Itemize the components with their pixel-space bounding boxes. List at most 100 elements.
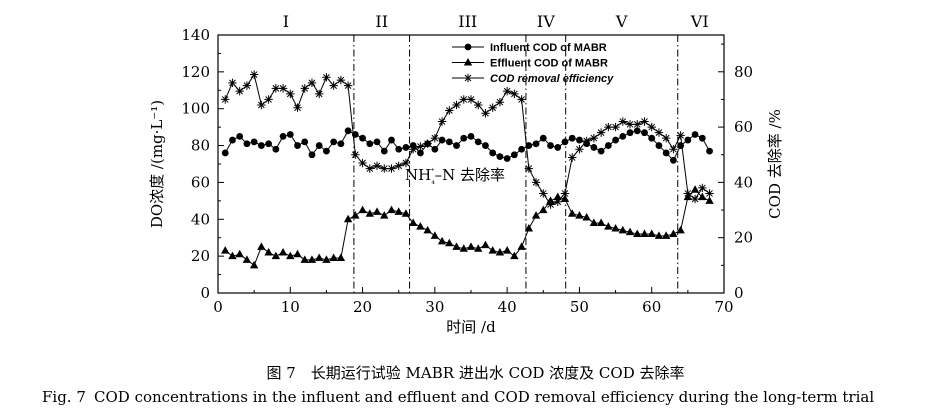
- data-point: [265, 140, 272, 148]
- data-point: [633, 127, 641, 135]
- data-point: [670, 156, 677, 164]
- data-point: [315, 142, 323, 149]
- data-point: [518, 145, 525, 153]
- chart: 0 10 20 30 40 50 60 700204060801001201400204060…: [148, 12, 784, 336]
- y-left-tick-label: 20: [191, 247, 210, 265]
- data-point: [408, 145, 418, 154]
- data-point: [669, 229, 678, 238]
- data-point: [647, 229, 656, 238]
- data-point: [264, 95, 273, 104]
- legend-marker: [463, 73, 473, 83]
- x-tick-label: 70: [714, 298, 733, 316]
- data-point: [596, 218, 606, 226]
- legend: Influent COD of MABR Effluent COD of MABR…: [452, 42, 614, 85]
- data-point: [655, 142, 663, 149]
- data-point: [495, 247, 505, 256]
- legend-marker: [464, 43, 472, 51]
- data-point: [401, 158, 411, 168]
- data-point: [460, 134, 468, 142]
- data-point: [452, 100, 461, 110]
- data-point: [633, 229, 642, 238]
- data-point: [575, 211, 584, 219]
- data-point: [482, 142, 489, 149]
- data-point: [293, 249, 302, 258]
- data-point: [661, 133, 671, 143]
- data-point: [568, 134, 576, 142]
- data-point: [365, 209, 374, 217]
- data-point: [510, 251, 519, 260]
- x-tick-label: 20: [353, 298, 372, 316]
- phase-label: IV: [537, 12, 555, 31]
- series-line: [224, 73, 710, 206]
- data-point: [343, 81, 353, 90]
- data-point: [547, 142, 554, 149]
- data-point: [690, 194, 700, 204]
- data-point: [531, 211, 541, 219]
- data-point: [315, 253, 324, 261]
- data-point: [466, 95, 476, 104]
- data-point: [618, 225, 627, 234]
- data-point: [351, 150, 360, 159]
- data-point: [249, 70, 259, 79]
- phase-label: I: [283, 12, 289, 31]
- data-point: [560, 189, 570, 198]
- data-point: [640, 117, 649, 126]
- data-point: [612, 136, 619, 144]
- data-point: [575, 145, 584, 154]
- x-tick-label: 50: [570, 298, 589, 316]
- data-point: [582, 136, 591, 146]
- data-point: [481, 240, 490, 249]
- data-point: [438, 136, 446, 144]
- data-point: [452, 242, 461, 250]
- data-point: [474, 138, 482, 146]
- data-point: [322, 255, 331, 263]
- data-point: [423, 225, 432, 234]
- data-point: [416, 142, 425, 151]
- data-point: [257, 142, 265, 149]
- data-point: [488, 103, 497, 112]
- data-point: [365, 164, 374, 173]
- data-point: [336, 75, 346, 85]
- data-point: [641, 129, 648, 137]
- data-point: [359, 134, 366, 142]
- data-point: [221, 149, 229, 157]
- data-point: [336, 253, 346, 261]
- data-point: [235, 86, 244, 96]
- data-point: [705, 189, 714, 198]
- data-point: [676, 225, 685, 234]
- data-point: [387, 205, 396, 214]
- data-point: [539, 134, 547, 142]
- data-point: [677, 142, 685, 149]
- data-point: [568, 209, 577, 217]
- data-point: [633, 120, 642, 129]
- y-left-tick-label: 60: [191, 173, 210, 191]
- y-left-tick-label: 0: [200, 284, 210, 302]
- x-tick-label: 60: [642, 298, 661, 316]
- data-point: [445, 106, 454, 115]
- data-point: [344, 127, 352, 135]
- data-point: [706, 147, 713, 155]
- data-point: [402, 144, 410, 151]
- data-point: [431, 145, 439, 153]
- data-point: [517, 95, 526, 104]
- data-point: [416, 222, 425, 230]
- data-point: [286, 251, 295, 260]
- data-point: [221, 95, 230, 104]
- data-point: [236, 132, 244, 140]
- data-point: [517, 242, 526, 250]
- data-point: [560, 194, 570, 203]
- y-left-tick-label: 140: [181, 26, 210, 44]
- data-point: [532, 140, 540, 148]
- data-point: [502, 246, 512, 254]
- data-point: [351, 211, 360, 219]
- data-point: [358, 205, 367, 214]
- data-point: [388, 136, 395, 144]
- data-point: [496, 153, 504, 161]
- data-point: [459, 95, 468, 104]
- data-point: [474, 244, 483, 252]
- annotation-label: NH₄⁺–N 去除率: [405, 166, 505, 187]
- data-point: [683, 189, 693, 198]
- data-point: [264, 247, 273, 256]
- phase-label: VI: [690, 12, 709, 31]
- data-point: [257, 242, 266, 250]
